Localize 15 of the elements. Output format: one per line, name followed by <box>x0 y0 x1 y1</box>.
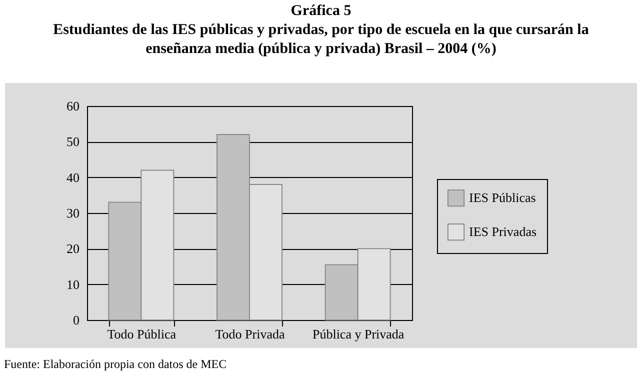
y-tick-label: 50 <box>66 134 80 150</box>
y-tick-label: 10 <box>66 276 80 292</box>
chart-title: Gráfica 5 <box>290 2 352 21</box>
legend-label: IES Privadas <box>469 224 537 239</box>
y-tick-label: 30 <box>66 206 80 220</box>
x-tick-label: Todo Privada <box>215 326 285 342</box>
x-tick-label: Pública y Privada <box>312 326 404 342</box>
y-tick-label: 0 <box>73 312 80 328</box>
chart-subtitle: Estudiantes de las IES públicas y privadas, por tipo de escuela en la que cursarán la enseñanza media (pública y privada) Brasil – 2004 (%) <box>52 21 590 59</box>
y-tick-label: 20 <box>66 241 80 256</box>
x-tick-label: Todo Pública <box>107 326 176 342</box>
y-tick-label: 60 <box>66 98 80 114</box>
y-tick-label: 40 <box>66 170 80 185</box>
legend-label: IES Públicas <box>469 190 536 205</box>
source-note: Fuente: Elaboración propia con datos de MEC <box>4 357 227 372</box>
